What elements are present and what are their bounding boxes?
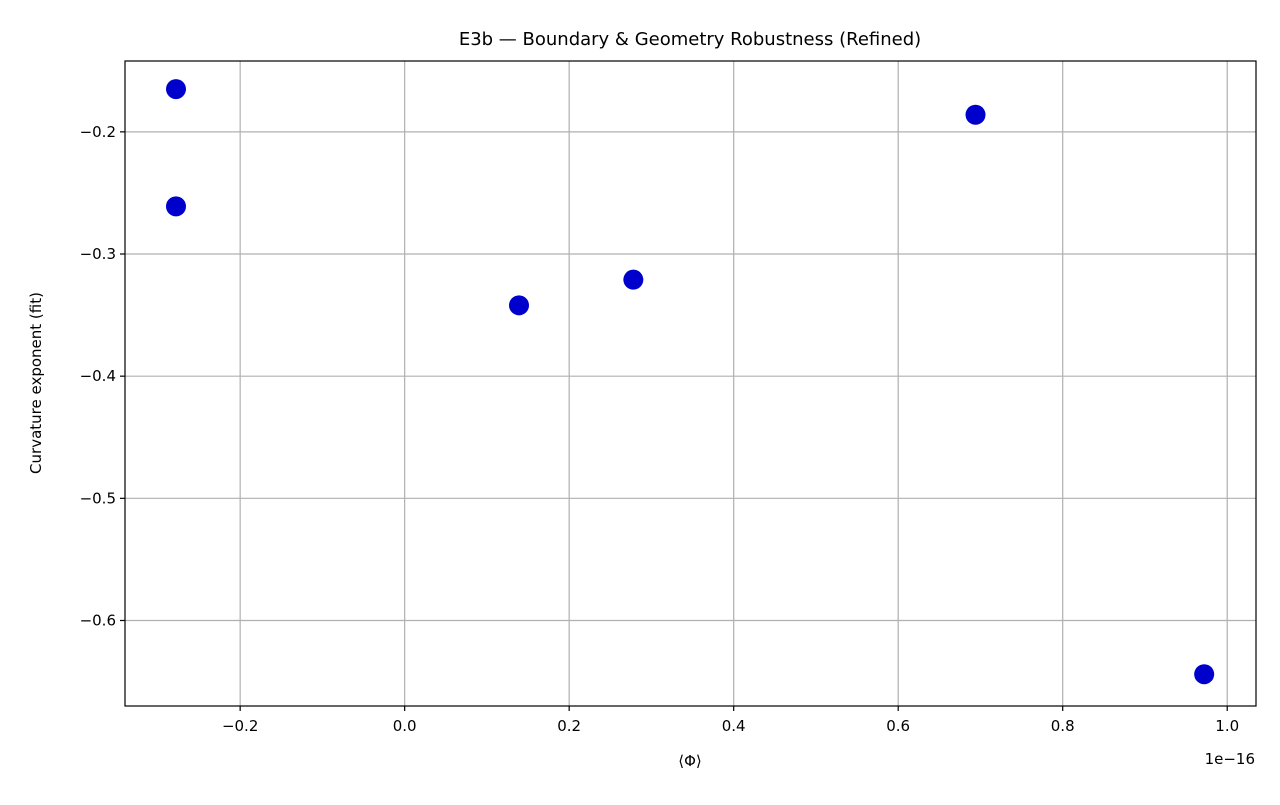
plot-area-frame bbox=[124, 60, 1257, 707]
x-axis-ticks: −0.2 0.0 0.2 0.4 0.6 0.8 1.0 bbox=[222, 706, 1239, 735]
x-tick-label: 0.4 bbox=[722, 717, 746, 735]
x-tick-label: −0.2 bbox=[222, 717, 258, 735]
x-axis-label: ⟨Φ⟩ bbox=[678, 752, 702, 770]
scatter-point bbox=[1194, 664, 1215, 685]
y-tick-label: −0.4 bbox=[80, 367, 116, 385]
scatter-point bbox=[165, 196, 186, 217]
scatter-point bbox=[623, 269, 644, 290]
x-axis-offset-label: 1e−16 bbox=[1205, 750, 1255, 768]
scatter-point bbox=[508, 295, 529, 316]
x-tick-label: 1.0 bbox=[1215, 717, 1239, 735]
chart-title: E3b — Boundary & Geometry Robustness (Re… bbox=[459, 29, 921, 50]
y-tick-label: −0.6 bbox=[80, 611, 116, 629]
y-tick-label: −0.2 bbox=[80, 123, 116, 141]
grid bbox=[125, 61, 1256, 706]
x-tick-label: 0.6 bbox=[886, 717, 910, 735]
y-axis-label: Curvature exponent (fit) bbox=[27, 292, 45, 474]
scatter-point bbox=[165, 79, 186, 100]
x-tick-label: 0.8 bbox=[1051, 717, 1075, 735]
y-axis-ticks: −0.2 −0.3 −0.4 −0.5 −0.6 bbox=[80, 123, 125, 629]
x-tick-label: 0.0 bbox=[393, 717, 417, 735]
data-points bbox=[165, 79, 1215, 685]
x-tick-label: 0.2 bbox=[557, 717, 581, 735]
scatter-point bbox=[965, 104, 986, 125]
y-tick-label: −0.3 bbox=[80, 245, 116, 263]
y-tick-label: −0.5 bbox=[80, 489, 116, 507]
